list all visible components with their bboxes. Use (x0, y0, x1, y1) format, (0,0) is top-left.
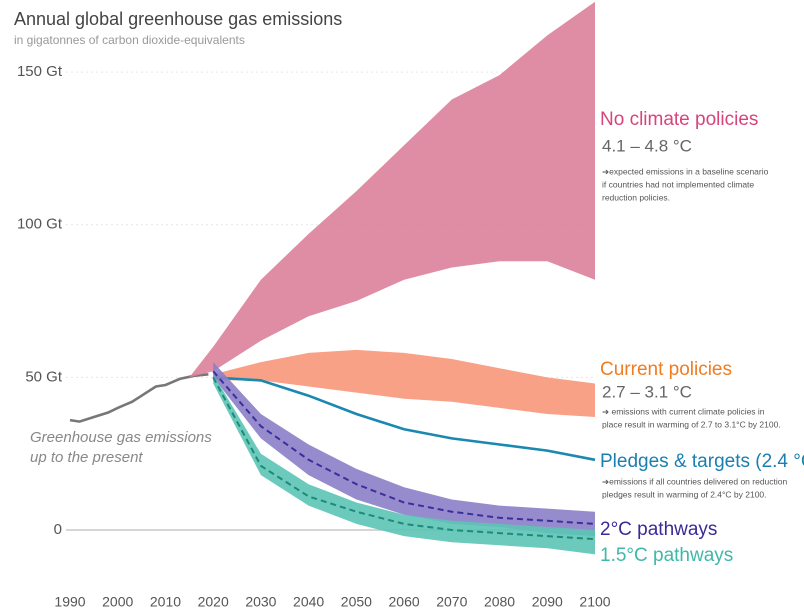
y-tick-label: 50 Gt (25, 368, 63, 385)
x-tick-label: 2000 (102, 594, 133, 610)
band (189, 1, 596, 378)
band (213, 374, 595, 555)
y-tick-label: 150 Gt (17, 63, 63, 80)
x-tick-label: 2030 (245, 594, 276, 610)
line (69, 373, 209, 423)
median-line (212, 370, 596, 525)
temperature-label: 4.1 – 4.8 °C (602, 136, 692, 155)
line (213, 376, 596, 462)
x-tick-label: 1990 (54, 594, 85, 610)
chart-title: Annual global greenhouse gas emissions (14, 9, 342, 29)
y-tick-label: 100 Gt (17, 216, 63, 233)
legend-label: No climate policies (600, 109, 758, 130)
x-tick-label: 2090 (532, 594, 563, 610)
description: ➔ emissions with current climate policie… (602, 406, 765, 416)
legend-label: 1.5°C pathways (600, 545, 733, 566)
x-tick-label: 2070 (436, 594, 467, 610)
x-tick-label: 2060 (389, 594, 420, 610)
annotation: Greenhouse gas emissions (30, 429, 212, 446)
x-tick-label: 2040 (293, 594, 324, 610)
x-tick-label: 2020 (198, 594, 229, 610)
x-tick-label: 2080 (484, 594, 515, 610)
description: reduction policies. (602, 192, 670, 202)
x-tick-label: 2010 (150, 594, 181, 610)
description: ➔expected emissions in a baseline scenar… (602, 166, 769, 176)
band (213, 362, 595, 537)
legend-label: Current policies (600, 359, 732, 380)
legend-label: 2°C pathways (600, 519, 717, 540)
description: if countries had not implemented climate (602, 179, 754, 189)
x-tick-label: 2050 (341, 594, 372, 610)
annotation: up to the present (30, 449, 143, 466)
description: place result in warming of 2.7 to 3.1°C … (602, 419, 781, 429)
description: pledges result in warming of 2.4°C by 21… (602, 489, 767, 499)
legend-label: Pledges & targets (2.4 °C) (600, 451, 804, 472)
median-line (212, 376, 596, 541)
chart-subtitle: in gigatonnes of carbon dioxide-equivale… (14, 33, 245, 47)
temperature-label: 2.7 – 3.1 °C (602, 382, 692, 401)
x-tick-label: 2100 (579, 594, 610, 610)
y-tick-label: 0 (54, 521, 62, 538)
band (213, 349, 595, 417)
description: ➔emissions if all countries delivered on… (602, 476, 788, 486)
